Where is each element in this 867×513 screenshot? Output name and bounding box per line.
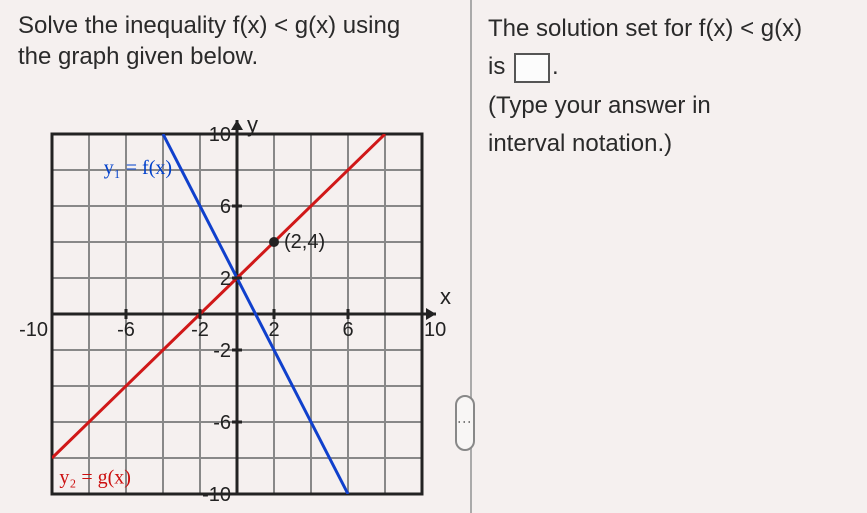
svg-text:y₂ = g(x): y₂ = g(x)	[59, 467, 131, 489]
svg-text:-2: -2	[191, 319, 209, 341]
prompt-line-2: the graph given below.	[18, 41, 452, 72]
solution-line-4: interval notation.)	[488, 125, 849, 163]
prompt-line-1: Solve the inequality f(x) < g(x) using	[18, 10, 452, 41]
svg-text:10: 10	[424, 319, 446, 341]
solution-line-2: is .	[488, 48, 849, 86]
svg-text:-2: -2	[213, 340, 231, 362]
svg-text:y₁ = f(x): y₁ = f(x)	[104, 157, 172, 179]
svg-text:-6: -6	[213, 412, 231, 434]
svg-text:y: y	[247, 112, 258, 137]
answer-input[interactable]	[514, 53, 550, 83]
svg-text:6: 6	[220, 196, 231, 218]
inequality-graph: (2,4) -10 -6 -2 2 6 10 10 6 2 -2 -6 -10 x y y₁ = f(x) y₂…	[18, 108, 452, 508]
chart-container: (2,4) -10 -6 -2 2 6 10 10 6 2 -2 -6 -10 x y y₁ = f(x) y₂…	[18, 108, 452, 508]
svg-text:-10: -10	[202, 484, 231, 506]
svg-text:10: 10	[209, 124, 231, 146]
svg-text:-10: -10	[19, 319, 48, 341]
svg-text:6: 6	[342, 319, 353, 341]
solution-line-3: (Type your answer in	[488, 87, 849, 125]
solution-line-1: The solution set for f(x) < g(x)	[488, 10, 849, 48]
svg-text:x: x	[440, 284, 451, 309]
svg-text:2: 2	[268, 319, 279, 341]
svg-text:2: 2	[220, 268, 231, 290]
svg-text:-6: -6	[117, 319, 135, 341]
svg-text:(2,4): (2,4)	[284, 231, 325, 253]
